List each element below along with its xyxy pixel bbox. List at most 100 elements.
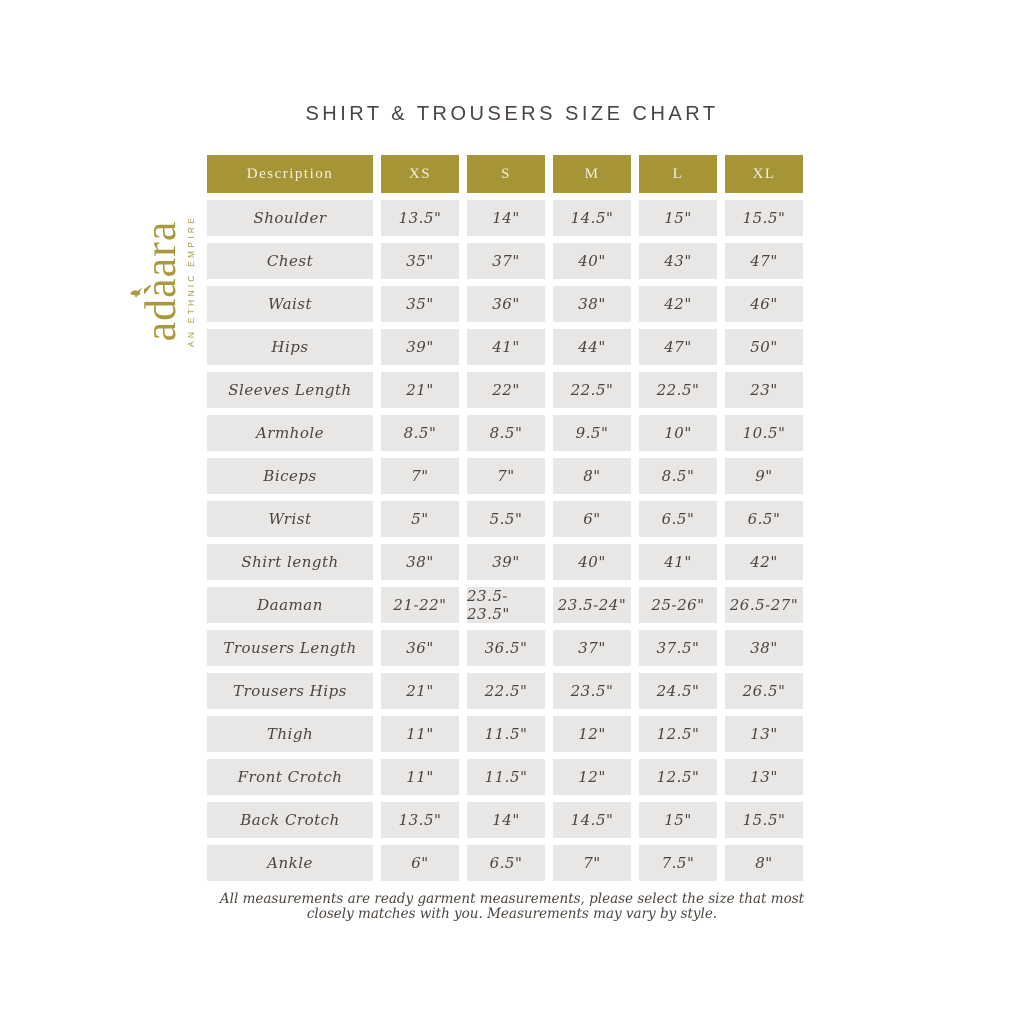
row-label: Front Crotch bbox=[207, 759, 373, 795]
size-value: 36" bbox=[467, 286, 545, 322]
size-value: 26.5-27" bbox=[725, 587, 803, 623]
column-header-xl: XL bbox=[725, 155, 803, 193]
size-value: 11.5" bbox=[467, 759, 545, 795]
row-label: Trousers Length bbox=[207, 630, 373, 666]
size-value: 9.5" bbox=[553, 415, 631, 451]
row-label: Hips bbox=[207, 329, 373, 365]
size-value: 10.5" bbox=[725, 415, 803, 451]
size-value: 35" bbox=[381, 243, 459, 279]
size-value: 8.5" bbox=[381, 415, 459, 451]
column-header-m: M bbox=[553, 155, 631, 193]
size-value: 13" bbox=[725, 716, 803, 752]
size-value: 22.5" bbox=[467, 673, 545, 709]
size-value: 14" bbox=[467, 802, 545, 838]
size-value: 11" bbox=[381, 759, 459, 795]
size-value: 26.5" bbox=[725, 673, 803, 709]
size-value: 7.5" bbox=[639, 845, 717, 881]
size-value: 14.5" bbox=[553, 802, 631, 838]
size-value: 6.5" bbox=[725, 501, 803, 537]
size-value: 13.5" bbox=[381, 200, 459, 236]
size-value: 41" bbox=[467, 329, 545, 365]
size-value: 12" bbox=[553, 716, 631, 752]
row-label: Sleeves Length bbox=[207, 372, 373, 408]
size-value: 38" bbox=[725, 630, 803, 666]
size-value: 7" bbox=[381, 458, 459, 494]
size-value: 37.5" bbox=[639, 630, 717, 666]
size-value: 35" bbox=[381, 286, 459, 322]
size-value: 47" bbox=[639, 329, 717, 365]
size-value: 39" bbox=[381, 329, 459, 365]
column-header-s: S bbox=[467, 155, 545, 193]
size-value: 15" bbox=[639, 802, 717, 838]
row-label: Chest bbox=[207, 243, 373, 279]
size-value: 15.5" bbox=[725, 802, 803, 838]
size-value: 7" bbox=[467, 458, 545, 494]
size-value: 23" bbox=[725, 372, 803, 408]
size-value: 15" bbox=[639, 200, 717, 236]
row-label: Biceps bbox=[207, 458, 373, 494]
size-value: 41" bbox=[639, 544, 717, 580]
size-value: 6" bbox=[553, 501, 631, 537]
size-value: 14.5" bbox=[553, 200, 631, 236]
size-value: 14" bbox=[467, 200, 545, 236]
size-value: 12.5" bbox=[639, 716, 717, 752]
size-value: 21-22" bbox=[381, 587, 459, 623]
size-value: 38" bbox=[381, 544, 459, 580]
size-value: 21" bbox=[381, 673, 459, 709]
size-value: 37" bbox=[467, 243, 545, 279]
size-value: 23.5" bbox=[553, 673, 631, 709]
size-value: 22.5" bbox=[553, 372, 631, 408]
size-value: 36.5" bbox=[467, 630, 545, 666]
size-value: 42" bbox=[639, 286, 717, 322]
column-header-xs: XS bbox=[381, 155, 459, 193]
size-table: Description XS S M L XL Shoulder 13.5" 14" 14.5" 1… bbox=[207, 155, 803, 881]
size-value: 25-26" bbox=[639, 587, 717, 623]
size-value: 36" bbox=[381, 630, 459, 666]
size-value: 9" bbox=[725, 458, 803, 494]
row-label: Thigh bbox=[207, 716, 373, 752]
size-value: 44" bbox=[553, 329, 631, 365]
size-value: 40" bbox=[553, 243, 631, 279]
brand-wordmark: adàara bbox=[130, 220, 185, 342]
footnote: All measurements are ready garment measu… bbox=[0, 891, 1024, 922]
size-value: 24.5" bbox=[639, 673, 717, 709]
size-value: 7" bbox=[553, 845, 631, 881]
row-label: Back Crotch bbox=[207, 802, 373, 838]
row-label: Shoulder bbox=[207, 200, 373, 236]
size-value: 23.5-23.5" bbox=[467, 587, 545, 623]
size-value: 8" bbox=[553, 458, 631, 494]
column-header-description: Description bbox=[207, 155, 373, 193]
size-value: 8.5" bbox=[467, 415, 545, 451]
size-value: 8.5" bbox=[639, 458, 717, 494]
size-value: 12.5" bbox=[639, 759, 717, 795]
column-header-l: L bbox=[639, 155, 717, 193]
size-value: 47" bbox=[725, 243, 803, 279]
brand-tagline: AN ETHNIC EMPIRE bbox=[186, 215, 196, 347]
size-value: 42" bbox=[725, 544, 803, 580]
row-label: Ankle bbox=[207, 845, 373, 881]
size-value: 6.5" bbox=[467, 845, 545, 881]
size-value: 11" bbox=[381, 716, 459, 752]
size-value: 5" bbox=[381, 501, 459, 537]
size-value: 12" bbox=[553, 759, 631, 795]
size-value: 23.5-24" bbox=[553, 587, 631, 623]
size-value: 8" bbox=[725, 845, 803, 881]
bird-icon bbox=[130, 284, 143, 300]
page-title: SHIRT & TROUSERS SIZE CHART bbox=[305, 103, 719, 125]
size-value: 50" bbox=[725, 329, 803, 365]
size-value: 6.5" bbox=[639, 501, 717, 537]
row-label: Wrist bbox=[207, 501, 373, 537]
size-value: 39" bbox=[467, 544, 545, 580]
row-label: Waist bbox=[207, 286, 373, 322]
size-value: 15.5" bbox=[725, 200, 803, 236]
size-value: 13" bbox=[725, 759, 803, 795]
size-value: 22" bbox=[467, 372, 545, 408]
size-value: 13.5" bbox=[381, 802, 459, 838]
size-value: 37" bbox=[553, 630, 631, 666]
row-label: Daaman bbox=[207, 587, 373, 623]
footnote-line-1: All measurements are ready garment measu… bbox=[219, 891, 805, 907]
size-value: 22.5" bbox=[639, 372, 717, 408]
row-label: Shirt length bbox=[207, 544, 373, 580]
brand-name: adàara bbox=[136, 220, 185, 342]
